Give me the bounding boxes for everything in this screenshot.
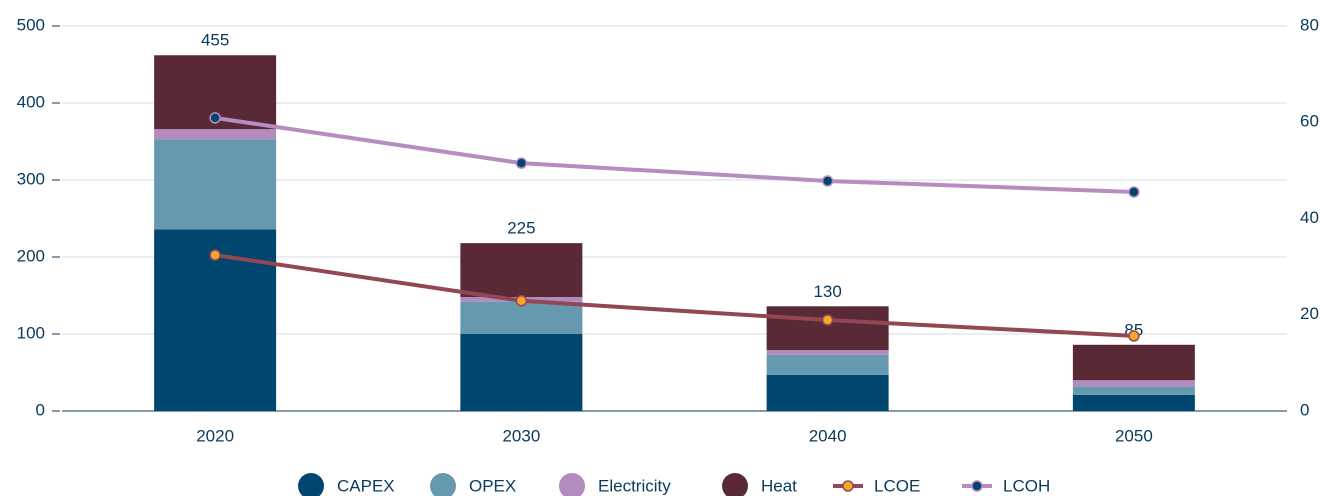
legend-swatch xyxy=(722,473,748,496)
y-tick-label: 0 xyxy=(36,400,45,419)
legend-label: LCOE xyxy=(874,476,920,495)
line-marker xyxy=(821,175,834,187)
total-label: 130 xyxy=(813,282,841,301)
bar-segment xyxy=(766,306,889,351)
x-tick-label: 2030 xyxy=(502,426,540,445)
x-tick-label: 2040 xyxy=(809,426,847,445)
legend-label: LCOH xyxy=(1003,476,1050,495)
bar-segment xyxy=(1072,380,1195,387)
bar-segment xyxy=(154,139,277,230)
bar-segment xyxy=(460,334,583,411)
bar-segment xyxy=(766,354,889,375)
bar-segment xyxy=(1072,386,1195,395)
legend-label: Heat xyxy=(761,476,797,495)
line xyxy=(214,115,1134,195)
y2-tick-label: 60 xyxy=(1300,112,1319,131)
y-tick-label: 500 xyxy=(17,15,45,34)
legend-label: Electricity xyxy=(598,476,671,495)
bar-segment xyxy=(766,350,889,355)
total-label: 225 xyxy=(507,219,535,238)
legend-swatch xyxy=(430,473,456,496)
y-tick-label: 100 xyxy=(17,323,45,342)
bar-segment xyxy=(460,243,583,298)
y-tick-label: 300 xyxy=(17,169,45,188)
x-tick-label: 2050 xyxy=(1115,426,1153,445)
line-marker xyxy=(1128,186,1140,198)
y-tick-label: 200 xyxy=(17,246,45,265)
line-marker xyxy=(1128,330,1140,342)
bar-segment xyxy=(766,374,889,411)
legend-swatch xyxy=(559,473,585,496)
line-marker xyxy=(515,157,528,169)
y2-tick-label: 80 xyxy=(1300,15,1319,34)
bar-segment xyxy=(1072,394,1195,411)
line-marker xyxy=(209,112,221,124)
legend-swatch xyxy=(298,473,324,496)
legend-marker xyxy=(971,480,983,492)
y2-tick-label: 0 xyxy=(1300,400,1309,419)
line xyxy=(214,253,1134,338)
y2-tick-label: 40 xyxy=(1300,208,1319,227)
legend-label: CAPEX xyxy=(337,476,395,495)
legend-marker xyxy=(842,480,854,492)
x-tick-label: 2020 xyxy=(196,426,234,445)
y-tick-label: 400 xyxy=(17,92,45,111)
line-marker xyxy=(821,314,834,326)
bar-segment xyxy=(460,301,583,334)
line-marker xyxy=(209,249,221,261)
bar-segment xyxy=(1072,344,1195,381)
legend-label: OPEX xyxy=(469,476,516,495)
line-marker xyxy=(515,295,528,307)
y2-tick-label: 20 xyxy=(1300,304,1319,323)
bar-segment xyxy=(154,129,277,140)
total-label: 455 xyxy=(201,31,229,50)
